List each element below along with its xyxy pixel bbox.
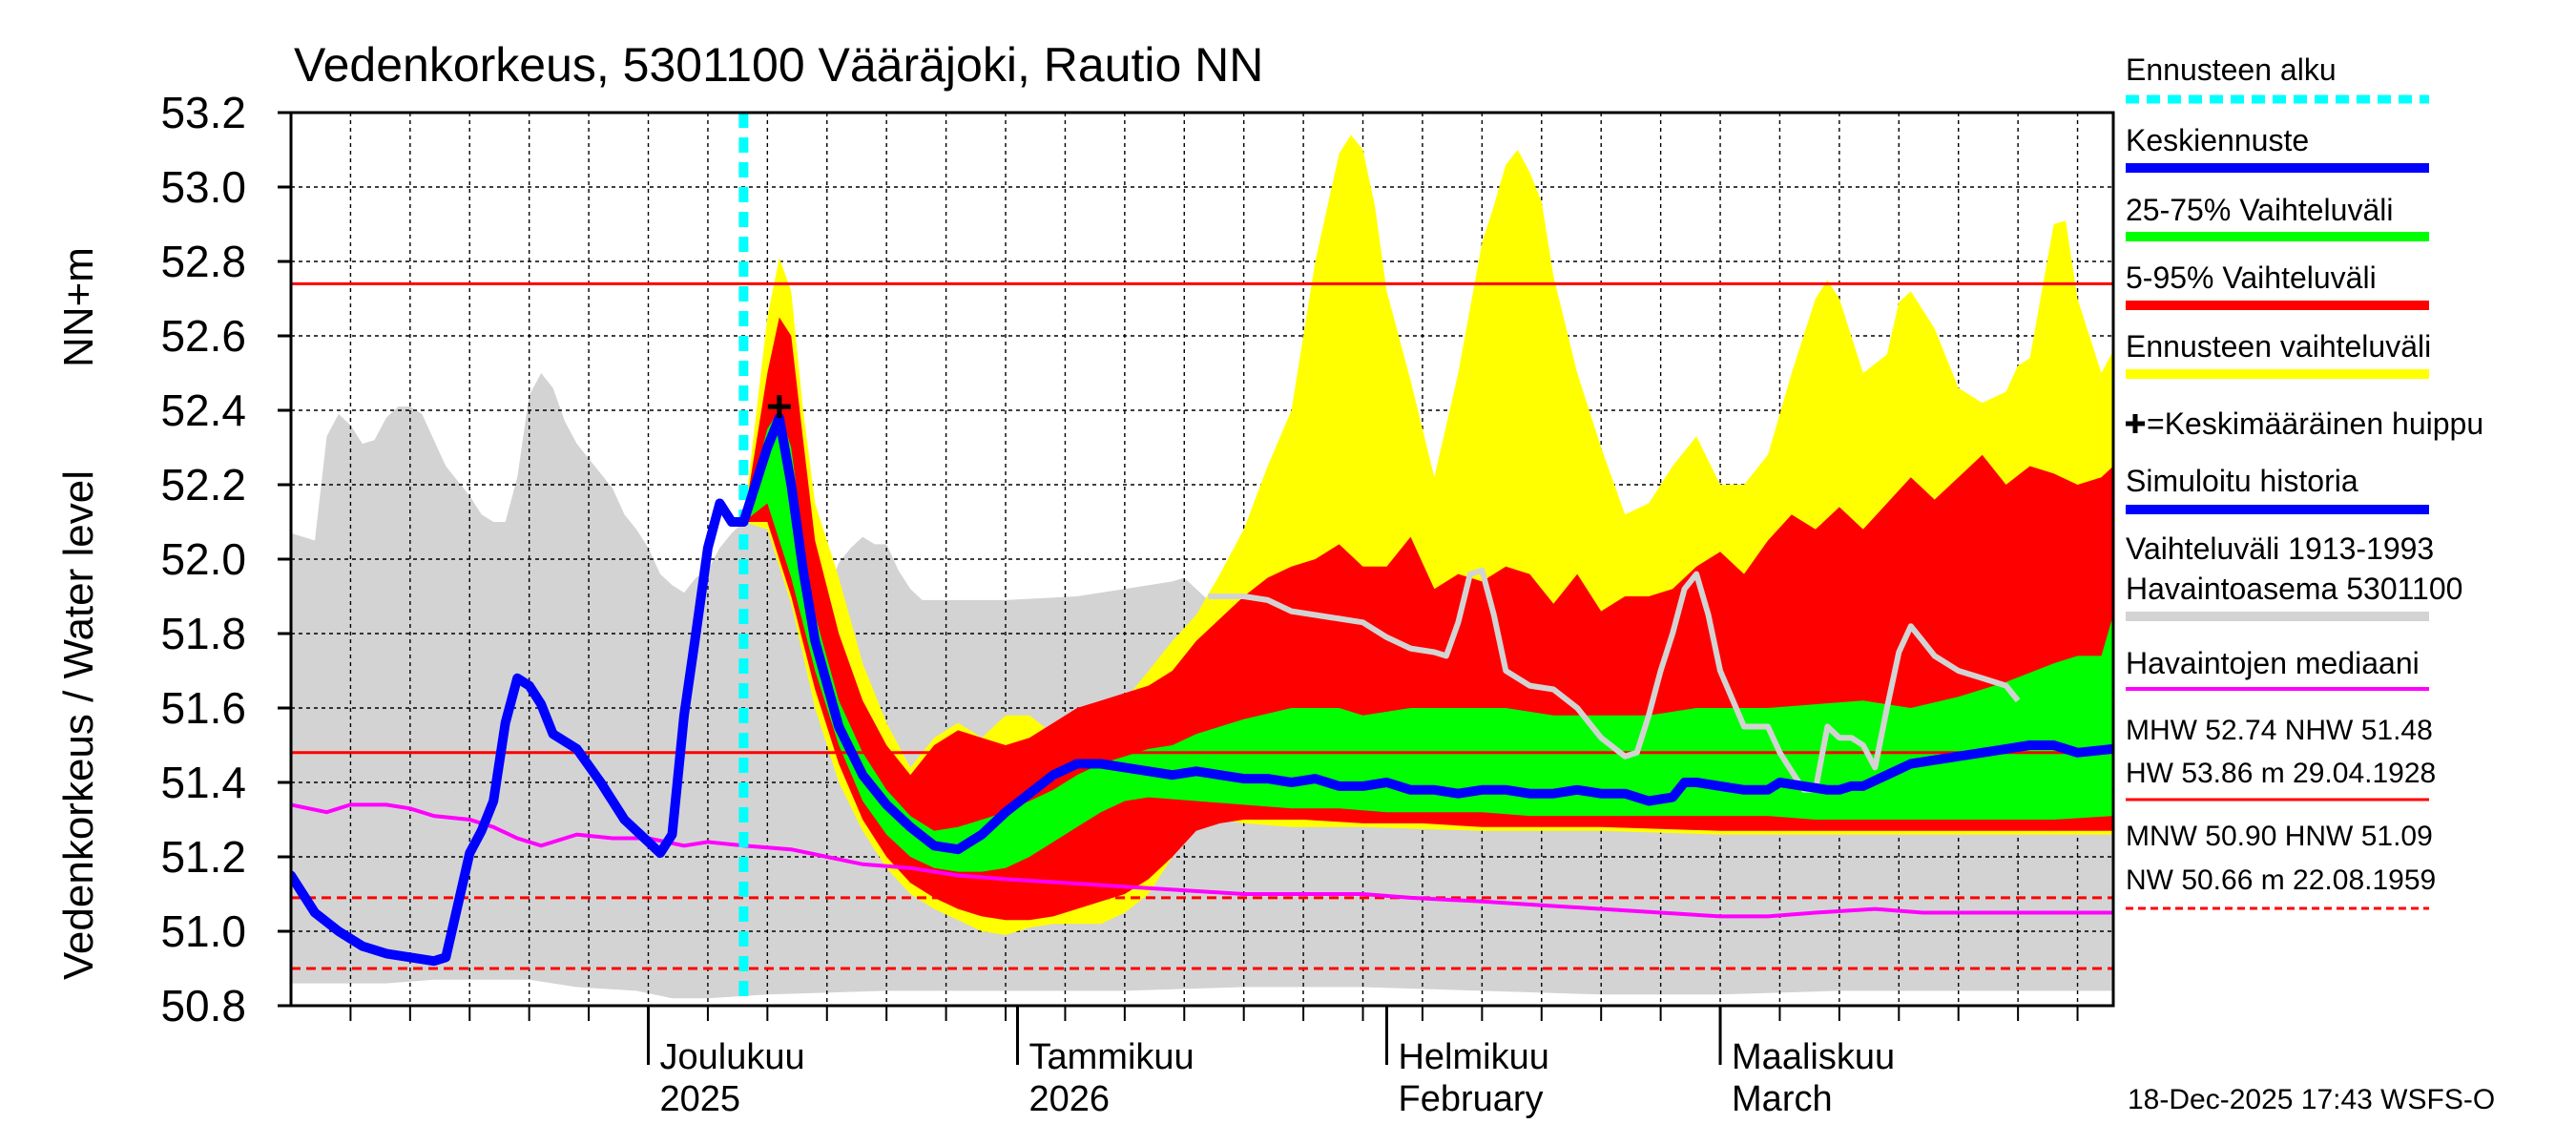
month-label: Joulukuu (660, 1037, 805, 1077)
y-tick-label: 52.6 (160, 311, 246, 361)
y-axis: 50.8 51.0 51.2 51.4 51.6 51.8 52.0 52.2 52.4 52.6… (160, 88, 291, 1030)
plot-area (291, 113, 2113, 1006)
y-axis-label: Vedenkorkeus / Water level (55, 470, 102, 980)
mean-peak-marker (767, 395, 791, 419)
legend-label: =Keskimääräinen huippu (2147, 406, 2483, 441)
month-label: Tammikuu (1029, 1037, 1195, 1077)
y-tick-label: 52.4 (160, 385, 246, 435)
y-tick-label: 53.0 (160, 162, 246, 212)
legend-label: Simuloitu historia (2126, 464, 2358, 498)
legend-label: Vaihteluväli 1913-1993 (2126, 531, 2434, 566)
range-25-75-band (743, 410, 2113, 872)
y-tick-label: 50.8 (160, 981, 246, 1030)
stats-mnw-hnw: MNW 50.90 HNW 51.09 (2126, 821, 2433, 852)
simulated-history-line (291, 498, 749, 967)
y-tick-label: 51.0 (160, 906, 246, 956)
legend: Ennusteen alku Keskiennuste 25-75% Vaihtel… (2126, 52, 2483, 691)
month-sublabel: 2025 (660, 1079, 741, 1119)
footer-timestamp: 18-Dec-2025 17:43 WSFS-O (2128, 1084, 2495, 1115)
y-axis-label-unit: NN+m (55, 247, 102, 367)
y-tick-label: 53.2 (160, 88, 246, 137)
legend-label-secondary: Havaintoasema 5301100 (2126, 572, 2462, 606)
y-tick-label: 52.0 (160, 534, 246, 584)
y-tick-label: 51.2 (160, 832, 246, 882)
y-tick-label: 51.6 (160, 683, 246, 733)
legend-label: Ennusteen alku (2126, 52, 2337, 87)
stats-hw: HW 53.86 m 29.04.1928 (2126, 758, 2436, 789)
y-tick-label: 52.2 (160, 460, 246, 510)
reference-stats: MHW 52.74 NHW 51.48 HW 53.86 m 29.04.1928… (2126, 715, 2436, 910)
mean-forecast-line (738, 412, 2113, 855)
y-tick-label: 52.8 (160, 237, 246, 286)
month-sublabel: February (1398, 1079, 1543, 1119)
month-label: Maaliskuu (1732, 1037, 1895, 1077)
legend-label: 25-75% Vaihteluväli (2126, 193, 2393, 227)
month-sublabel: March (1732, 1079, 1833, 1119)
month-sublabel: 2026 (1029, 1079, 1111, 1119)
legend-label: Ennusteen vaihteluväli (2126, 329, 2431, 364)
y-tick-label: 51.8 (160, 609, 246, 658)
previous-year-line (1208, 567, 2021, 793)
stats-nw: NW 50.66 m 22.08.1959 (2126, 864, 2436, 896)
chart-title: Vedenkorkeus, 5301100 Vääräjoki, Rautio … (294, 38, 1263, 92)
reference-lines (291, 281, 2113, 970)
legend-label: Keskiennuste (2126, 123, 2309, 157)
month-label: Helmikuu (1398, 1037, 1548, 1077)
legend-label: 5-95% Vaihteluväli (2126, 260, 2377, 295)
stats-mhw-nhw: MHW 52.74 NHW 51.48 (2126, 715, 2433, 746)
legend-label: Havaintojen mediaani (2126, 646, 2420, 680)
y-tick-label: 51.4 (160, 758, 246, 807)
